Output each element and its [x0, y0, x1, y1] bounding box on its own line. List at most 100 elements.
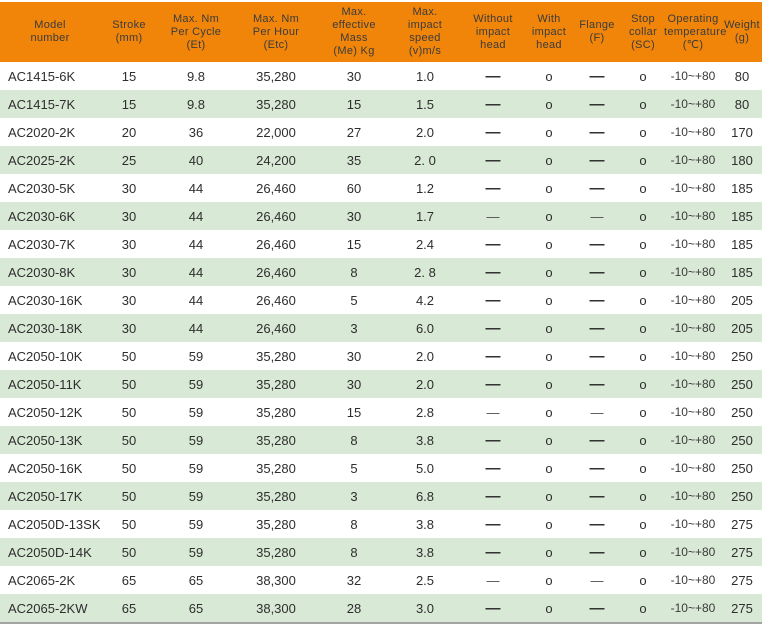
cell-flange: —	[589, 263, 605, 281]
table-row: AC2065-2KW 65 65 38,300 28 3.0 — o — o -10~+80 275	[0, 594, 762, 623]
cell-flange: —	[589, 123, 605, 141]
cell-max_effective_mass: 15	[346, 404, 362, 420]
cell-flange: —	[589, 235, 605, 253]
cell-without_impact_head: —	[485, 515, 501, 533]
table-row: AC2050-10K 50 59 35,280 30 2.0 — o — o -10~+80 250	[0, 342, 762, 370]
cell-stroke_mm: 65	[121, 572, 137, 588]
cell-weight: 275	[731, 600, 753, 616]
cell-stop_collar: o	[639, 432, 647, 448]
cell-without_impact_head: —	[486, 404, 500, 420]
cell-model_number: AC2050-10K	[8, 348, 83, 364]
cell-max_nm_per_cycle: 44	[188, 264, 204, 280]
table-row: AC2030-6K 30 44 26,460 30 1.7 — o — o -10~+80 185	[0, 202, 762, 230]
cell-weight: 250	[731, 432, 753, 448]
cell-max_effective_mass: 8	[350, 516, 358, 532]
cell-max_nm_per_hour: 26,460	[256, 292, 296, 308]
cell-model_number: AC2050-16K	[8, 460, 83, 476]
cell-max_effective_mass: 28	[346, 600, 362, 616]
cell-model_number: AC2030-8K	[8, 264, 76, 280]
cell-weight: 80	[734, 68, 750, 84]
cell-max_effective_mass: 5	[350, 460, 358, 476]
cell-weight: 185	[731, 208, 753, 224]
col-header-stroke_mm: Stroke (mm)	[100, 2, 158, 62]
cell-model_number: AC2050-17K	[8, 488, 83, 504]
cell-max_nm_per_hour: 26,460	[256, 320, 296, 336]
cell-stroke_mm: 50	[121, 432, 137, 448]
cell-stop_collar: o	[639, 404, 647, 420]
cell-max_impact_speed: 2. 0	[414, 152, 436, 168]
cell-model_number: AC1415-6K	[8, 68, 76, 84]
col-header-max_nm_per_cycle: Max. Nm Per Cycle (Et)	[158, 2, 234, 62]
cell-model_number: AC1415-7K	[8, 96, 76, 112]
cell-with_impact_head: o	[545, 236, 553, 252]
cell-without_impact_head: —	[485, 347, 501, 365]
cell-flange: —	[589, 179, 605, 197]
cell-stroke_mm: 30	[121, 208, 137, 224]
cell-stop_collar: o	[639, 516, 647, 532]
cell-flange: —	[589, 431, 605, 449]
cell-max_nm_per_cycle: 65	[188, 572, 204, 588]
cell-stroke_mm: 50	[121, 516, 137, 532]
cell-flange: —	[589, 515, 605, 533]
cell-flange: —	[589, 319, 605, 337]
cell-max_nm_per_cycle: 44	[188, 180, 204, 196]
cell-max_impact_speed: 5.0	[415, 460, 435, 476]
table-row: AC2030-16K 30 44 26,460 5 4.2 — o — o -10~+80 205	[0, 286, 762, 314]
cell-operating_temperature: -10~+80	[670, 209, 716, 223]
cell-max_nm_per_hour: 24,200	[256, 152, 296, 168]
col-header-operating_temperature: Operating temperature (℃)	[664, 2, 726, 62]
table-row: AC2050-17K 50 59 35,280 3 6.8 — o — o -10~+80 250	[0, 482, 762, 510]
col-header-max_effective_mass: Max. effective Mass (Me) Kg	[318, 2, 390, 62]
col-header-stop_collar: Stop collar (SC)	[622, 2, 664, 62]
cell-max_effective_mass: 5	[350, 292, 358, 308]
table-header: Model number Stroke (mm) Max. Nm Per Cycle…	[0, 2, 762, 62]
cell-without_impact_head: —	[485, 431, 501, 449]
cell-stop_collar: o	[639, 96, 647, 112]
cell-model_number: AC2030-6K	[8, 208, 76, 224]
cell-operating_temperature: -10~+80	[670, 125, 716, 139]
cell-model_number: AC2025-2K	[8, 152, 76, 168]
cell-without_impact_head: —	[485, 487, 501, 505]
cell-max_nm_per_cycle: 59	[188, 544, 204, 560]
cell-max_nm_per_hour: 35,280	[256, 376, 296, 392]
cell-stroke_mm: 65	[121, 600, 137, 616]
cell-stroke_mm: 20	[121, 124, 137, 140]
col-header-max_nm_per_hour: Max. Nm Per Hour (Etc)	[234, 2, 318, 62]
cell-with_impact_head: o	[545, 516, 553, 532]
cell-stroke_mm: 30	[121, 236, 137, 252]
cell-weight: 250	[731, 488, 753, 504]
cell-without_impact_head: —	[485, 599, 501, 617]
cell-with_impact_head: o	[545, 376, 553, 392]
cell-stroke_mm: 25	[121, 152, 137, 168]
cell-weight: 180	[731, 152, 753, 168]
cell-with_impact_head: o	[545, 68, 553, 84]
col-header-model_number: Model number	[0, 2, 100, 62]
col-header-flange: Flange (F)	[572, 2, 622, 62]
cell-max_nm_per_hour: 35,280	[256, 348, 296, 364]
cell-with_impact_head: o	[545, 460, 553, 476]
cell-stop_collar: o	[639, 152, 647, 168]
cell-max_effective_mass: 30	[346, 348, 362, 364]
cell-max_nm_per_cycle: 59	[188, 376, 204, 392]
cell-max_impact_speed: 2.4	[415, 236, 435, 252]
cell-stop_collar: o	[639, 208, 647, 224]
cell-max_effective_mass: 3	[350, 320, 358, 336]
cell-flange: —	[589, 459, 605, 477]
cell-weight: 275	[731, 572, 753, 588]
cell-max_nm_per_hour: 35,280	[256, 96, 296, 112]
cell-model_number: AC2050-13K	[8, 432, 83, 448]
table-row: AC2030-8K 30 44 26,460 8 2. 8 — o — o -10~+80 185	[0, 258, 762, 286]
cell-operating_temperature: -10~+80	[670, 153, 716, 167]
cell-with_impact_head: o	[545, 600, 553, 616]
cell-with_impact_head: o	[545, 488, 553, 504]
cell-max_nm_per_hour: 35,280	[256, 68, 296, 84]
cell-stroke_mm: 30	[121, 320, 137, 336]
cell-flange: —	[589, 291, 605, 309]
cell-model_number: AC2030-7K	[8, 236, 76, 252]
cell-without_impact_head: —	[485, 179, 501, 197]
cell-operating_temperature: -10~+80	[670, 293, 716, 307]
cell-flange: —	[590, 404, 604, 420]
cell-max_nm_per_cycle: 59	[188, 404, 204, 420]
cell-max_impact_speed: 3.0	[415, 600, 435, 616]
cell-weight: 80	[734, 96, 750, 112]
